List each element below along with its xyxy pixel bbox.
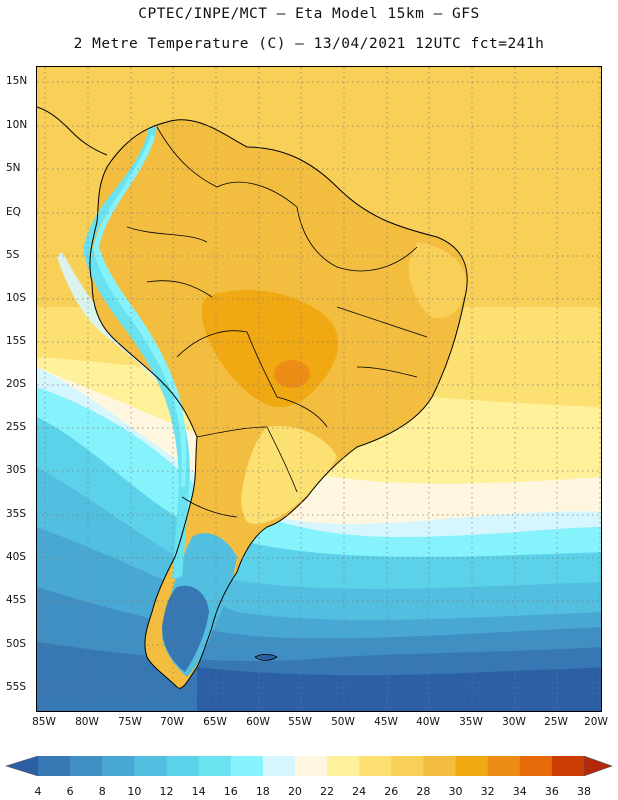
colorbar-cell <box>38 756 71 776</box>
colorbar-cell <box>102 756 135 776</box>
lon-label: 25W <box>544 716 568 728</box>
colorbar-cell <box>230 756 264 776</box>
colorbar-tick-label: 6 <box>67 785 74 798</box>
lon-label: 40W <box>416 716 440 728</box>
southern-land-mild <box>241 426 337 524</box>
colorbar: 4 6 8 10 12 14 16 18 20 22 24 26 28 30 32 34 36 38 <box>4 755 613 798</box>
colorbar-arrow-low <box>4 755 39 777</box>
lat-label: 15S <box>6 335 27 347</box>
central-america-coast <box>37 106 108 156</box>
colorbar-tick-label: 26 <box>384 785 398 798</box>
colorbar-cell <box>166 756 200 776</box>
colorbar-cell <box>423 756 457 776</box>
lon-label: 35W <box>459 716 483 728</box>
colorbar-tick-label: 8 <box>99 785 106 798</box>
ocean-band-cold7 <box>197 667 601 711</box>
lon-label: 30W <box>502 716 526 728</box>
colorbar-tick-label: 14 <box>192 785 206 798</box>
lon-label: 70W <box>160 716 184 728</box>
colorbar-arrow-high <box>583 755 613 777</box>
colorbar-tick-label: 20 <box>288 785 302 798</box>
colorbar-tick-label: 12 <box>159 785 173 798</box>
colorbar-tick-label: 28 <box>416 785 430 798</box>
lat-label: 20S <box>6 378 27 390</box>
colorbar-cell <box>294 756 328 776</box>
lon-label: 75W <box>118 716 142 728</box>
lon-label: 65W <box>203 716 227 728</box>
colorbar-cell <box>519 756 553 776</box>
colorbar-cell <box>391 756 424 776</box>
coastline <box>89 119 468 689</box>
colorbar-tick-label: 38 <box>577 785 591 798</box>
lat-label: EQ <box>6 206 21 218</box>
colorbar-tick-label: 36 <box>545 785 559 798</box>
title-line-2: 2 Metre Temperature (C) – 13/04/2021 12U… <box>73 36 545 52</box>
colorbar-cell <box>551 756 585 776</box>
lon-label: 50W <box>331 716 355 728</box>
lat-label: 40S <box>6 551 27 563</box>
lat-label: 30S <box>6 464 27 476</box>
colorbar-tick-label: 30 <box>449 785 463 798</box>
colorbar-cell <box>455 756 489 776</box>
colorbar-tick-label: 4 <box>35 785 42 798</box>
lon-label: 55W <box>288 716 312 728</box>
colorbar-tick-label: 22 <box>320 785 334 798</box>
colorbar-cell <box>134 756 167 776</box>
lat-label: 55S <box>6 681 27 693</box>
map-panel <box>36 66 602 712</box>
colorbar-cell <box>487 756 521 776</box>
colorbar-cell <box>359 756 392 776</box>
falkland-islands <box>254 653 278 661</box>
title-line-1: CPTEC/INPE/MCT – Eta Model 15km – GFS <box>138 6 480 22</box>
lat-label: 15N <box>6 75 28 87</box>
colorbar-tick-label: 10 <box>127 785 141 798</box>
lat-label: 5S <box>6 249 20 261</box>
colorbar-tick-label: 18 <box>256 785 270 798</box>
lon-label: 20W <box>584 716 608 728</box>
andes-range <box>83 127 190 579</box>
hotspot <box>274 360 310 388</box>
country-borders <box>126 126 428 518</box>
colorbar-cell <box>70 756 103 776</box>
colorbar-cell <box>262 756 296 776</box>
colorbar-tick-label: 32 <box>481 785 495 798</box>
colorbar-cell <box>198 756 232 776</box>
lat-label: 10S <box>6 292 27 304</box>
colorbar-cell <box>327 756 360 776</box>
lat-label: 50S <box>6 638 27 650</box>
lat-label: 25S <box>6 421 27 433</box>
colorbar-tick-label: 16 <box>224 785 238 798</box>
lat-label: 35S <box>6 508 27 520</box>
lat-label: 45S <box>6 594 27 606</box>
lon-label: 80W <box>75 716 99 728</box>
lon-label: 60W <box>246 716 270 728</box>
patagonia-cold <box>162 585 209 672</box>
lon-label: 85W <box>32 716 56 728</box>
lat-label: 10N <box>6 119 28 131</box>
lon-label: 45W <box>374 716 398 728</box>
colorbar-tick-label: 34 <box>513 785 527 798</box>
colorbar-tick-label: 24 <box>352 785 366 798</box>
lat-label: 5N <box>6 162 21 174</box>
